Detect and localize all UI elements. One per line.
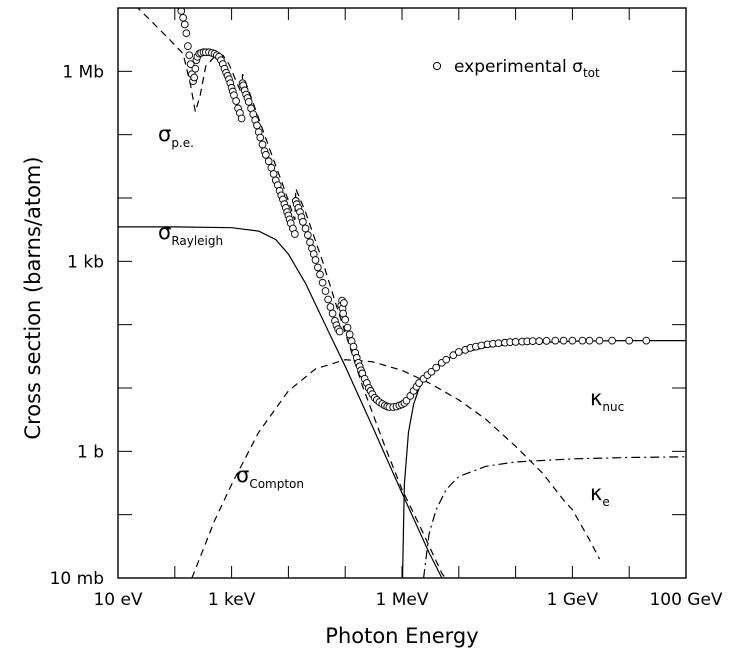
annotation-sigma-pe: σp.e. [158,122,194,150]
y-axis-title: Cross section (barns/atom) [21,156,45,439]
data-point-experimental [324,295,332,304]
series-line-compton [191,359,601,578]
data-point-experimental [454,348,463,356]
x-tick-label: 10 eV [93,590,142,610]
y-tick-label: 10 mb [50,569,104,589]
data-point-experimental [321,287,330,295]
data-point-experimental [328,309,337,318]
series-line-p-e- [136,8,446,578]
x-tick-label: 1 GeV [547,590,599,610]
data-point-experimental [316,270,324,279]
x-tick-label: 1 MeV [376,590,429,610]
x-tick-label: 1 keV [208,590,256,610]
x-tick-label: 100 GeV [649,590,722,610]
data-point-experimental [318,278,327,287]
data-point-experimental [551,336,560,345]
data-point-experimental [304,231,312,239]
data-point-experimental [180,20,189,29]
data-point-experimental [269,170,278,178]
axis-tick-labels: 10 eV 1 keV 1 MeV 1 GeV 100 GeV 10 mb 1 b 1 kb 1… [50,62,723,610]
data-point-experimental [568,336,577,345]
data-point-experimental [343,323,352,332]
data-point-experimental [185,51,194,60]
series-line-kappa-e [423,456,686,578]
y-tick-label: 1 Mb [62,62,104,82]
data-point-experimental [177,8,186,15]
data-point-experimental [335,327,344,336]
data-point-experimental [432,363,441,372]
data-point-experimental [190,73,199,82]
data-point-experimental [232,97,240,105]
annotation-kappa-nuc: κnuc [590,386,624,414]
y-tick-label: 1 b [77,442,104,462]
annotation-sigma-compton: σCompton [236,463,304,491]
data-point-experimental [528,337,537,345]
data-point-experimental [314,263,322,272]
legend-marker [432,61,442,71]
data-point-experimental [311,256,320,264]
data-point-experimental [261,151,270,159]
experimental-markers [171,0,651,411]
data-point-experimental [184,42,192,50]
data-point-experimental [642,336,651,345]
series-line-rayleigh [118,226,443,578]
plot-curves [118,8,686,578]
annotation-kappa-e: κe [590,481,610,509]
data-point-experimental [442,355,451,364]
data-point-experimental [291,230,299,238]
data-point-experimental [535,337,544,345]
legend-label: experimental σtot [454,57,600,80]
data-point-experimental [578,336,587,345]
data-point-experimental [258,140,267,149]
data-point-experimental [585,336,594,345]
annotation-sigma-rayleigh: σRayleigh [158,220,223,248]
data-point-experimental [625,336,634,345]
data-point-experimental [186,60,195,68]
data-point-experimental [244,97,253,106]
data-point-experimental [191,64,200,73]
data-point-experimental [595,336,604,345]
data-point-experimental [301,224,310,233]
data-point-experimental [494,339,503,348]
data-point-experimental [299,218,307,226]
data-point-experimental [427,367,436,376]
data-point-experimental [256,133,265,142]
data-point-experimental [340,299,348,307]
data-point-experimental [264,157,273,166]
data-point-experimental [542,337,551,345]
data-point-experimental [511,338,520,346]
data-point-experimental [182,29,191,38]
data-point-experimental [345,330,354,339]
data-point-experimental [326,303,335,311]
data-point-experimental [608,336,616,345]
data-point-experimental [253,121,261,130]
series-line-kappa-nuc [401,340,686,578]
data-point-experimental [477,341,486,350]
data-point-experimental [341,315,350,324]
x-axis-title: Photon Energy [325,624,478,648]
data-point-experimental [171,0,178,2]
axis-ticks [117,7,687,579]
y-tick-label: 1 kb [67,252,104,272]
data-point-experimental [559,336,568,345]
legend: experimental σtot [432,57,600,80]
data-point-experimental [174,0,181,6]
data-point-experimental [179,13,187,22]
data-point-experimental [237,114,246,123]
